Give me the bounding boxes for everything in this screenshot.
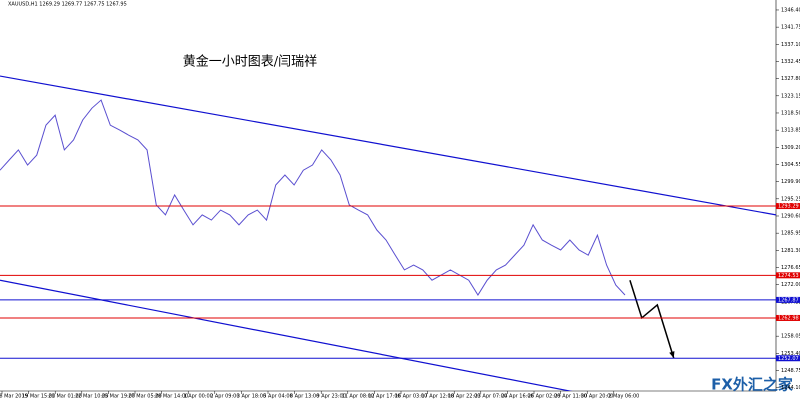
x-tick-label: 2 May 06:00 xyxy=(608,394,639,400)
y-tick-label: 1323.15 xyxy=(781,93,800,99)
x-tick-label: 21 Mar 01:00 xyxy=(49,394,82,400)
level-tag xyxy=(776,272,800,279)
y-tick-label: 1248.75 xyxy=(781,368,800,374)
x-tick-label: 18 Apr 22:00 xyxy=(448,394,481,400)
y-tick-label: 1327.80 xyxy=(781,76,800,82)
level-tag xyxy=(776,296,800,303)
level-label: 1252.07 xyxy=(778,356,799,362)
x-tick-label: 28 Mar 14:00 xyxy=(155,394,188,400)
y-tick-label: 1332.45 xyxy=(781,59,800,65)
y-tick-label: 1341.75 xyxy=(781,25,800,31)
x-tick-label: 25 Mar 19:00 xyxy=(102,394,135,400)
arrow-head xyxy=(669,351,675,359)
y-tick-label: 1281.30 xyxy=(781,248,800,254)
y-tick-label: 1318.50 xyxy=(781,110,800,116)
y-tick-label: 1337.10 xyxy=(781,42,800,48)
level-tag xyxy=(776,355,800,362)
x-tick-label: 27 Mar 05:00 xyxy=(128,394,161,400)
level-label: 1267.87 xyxy=(778,297,799,303)
chart-title: 黄金一小时图表/闫瑞祥 xyxy=(183,54,317,70)
y-tick-label: 1309.20 xyxy=(781,145,800,151)
price-line xyxy=(0,99,626,296)
x-tick-label: 24 Apr 16:00 xyxy=(501,394,534,400)
level-label: 1293.29 xyxy=(778,204,799,210)
x-tick-label: 26 Apr 02:00 xyxy=(528,394,561,400)
y-tick-label: 1295.25 xyxy=(781,196,800,202)
x-tick-label: 30 Apr 20:00 xyxy=(581,394,614,400)
x-tick-label: 5 Apr 04:00 xyxy=(263,394,292,400)
y-tick-label: 1272.00 xyxy=(781,282,800,288)
y-tick-label: 1313.85 xyxy=(781,128,800,134)
x-tick-label: 12 Apr 17:00 xyxy=(368,394,401,400)
level-tag xyxy=(776,314,800,321)
level-label: 1274.53 xyxy=(778,273,799,279)
y-tick-label: 1276.65 xyxy=(781,265,800,271)
forecast-arrow xyxy=(629,280,675,359)
x-tick-label: 9 Apr 23:00 xyxy=(316,394,345,400)
x-tick-label: 8 Apr 13:00 xyxy=(290,394,319,400)
x-tick-label: 1 Apr 00:00 xyxy=(183,394,212,400)
y-tick-label: 1346.40 xyxy=(781,7,800,13)
x-tick-label: 11 Apr 08:00 xyxy=(341,394,374,400)
x-tick-label: 29 Apr 11:00 xyxy=(554,394,587,400)
y-tick-label: 1304.55 xyxy=(781,162,800,168)
level-tag xyxy=(776,203,800,210)
y-tick-label: 1258.05 xyxy=(781,334,800,340)
x-tick-label: 19 Mar 15:00 xyxy=(22,394,55,400)
y-tick-label: 1285.95 xyxy=(781,231,800,237)
logo: FX外汇之家 xyxy=(711,376,793,394)
x-tick-label: 22 Mar 10:00 xyxy=(75,394,108,400)
y-tick-label: 1299.90 xyxy=(781,179,800,185)
x-tick-label: 16 Apr 03:00 xyxy=(395,394,428,400)
y-tick-label: 1290.60 xyxy=(781,213,800,219)
x-tick-label: 23 Apr 07:00 xyxy=(474,394,507,400)
x-tick-label: 2 Apr 09:00 xyxy=(210,394,239,400)
x-tick-label: 3 Apr 18:00 xyxy=(237,394,266,400)
trend-line xyxy=(0,75,776,216)
level-label: 1262.98 xyxy=(778,315,799,321)
y-tick-label: 1244.10 xyxy=(781,385,800,391)
x-tick-label: 18 Mar 2019 xyxy=(0,394,28,400)
x-tick-label: 17 Apr 12:00 xyxy=(421,394,454,400)
header: XAUUSD,H1 1269.29 1269.77 1267.75 1267.9… xyxy=(8,2,127,8)
y-tick-label: 1253.40 xyxy=(781,351,800,357)
